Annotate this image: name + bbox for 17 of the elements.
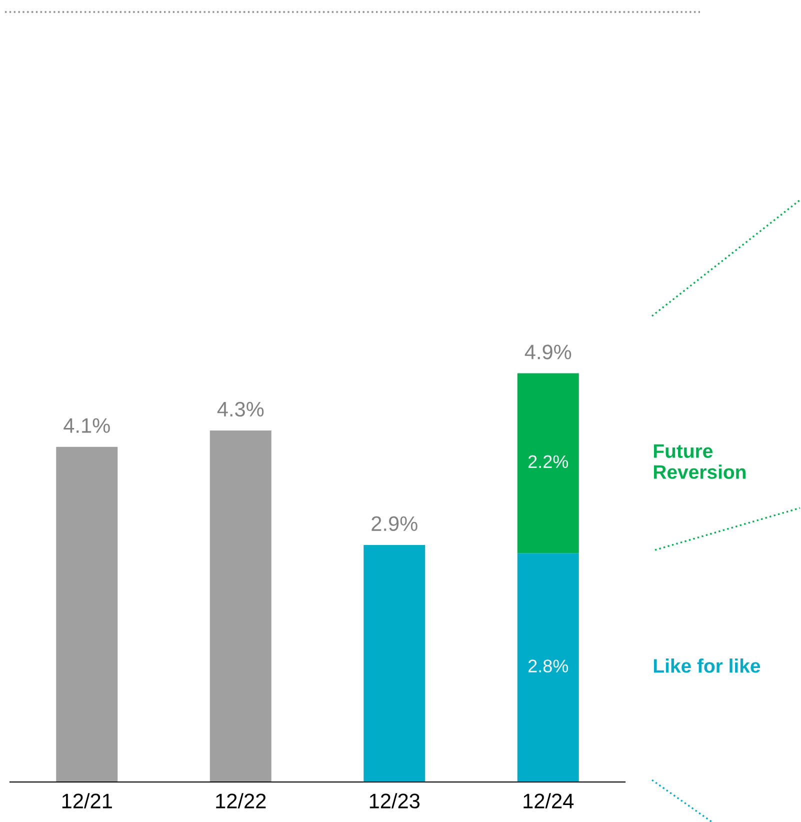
x-tick-label: 12/22: [216, 793, 266, 808]
x-tick-label: 12/23: [370, 793, 420, 808]
bar: [517, 553, 579, 782]
text: Future Reversion: [654, 444, 746, 479]
total-label: 2.9%: [372, 516, 418, 532]
bar: [56, 446, 118, 782]
bar: [517, 373, 579, 554]
text: Like for like: [654, 658, 760, 673]
total-label: 4.3%: [217, 402, 264, 417]
total-label: 4.9%: [524, 344, 572, 360]
x-tick-label: 12/24: [524, 793, 574, 808]
bar: [364, 544, 426, 782]
total-label: 4.1%: [64, 418, 110, 433]
data-label: 2.2%: [528, 455, 568, 468]
bar: [210, 430, 272, 782]
x-tick-label: 12/21: [62, 793, 112, 808]
data-label: 2.8%: [528, 660, 568, 672]
